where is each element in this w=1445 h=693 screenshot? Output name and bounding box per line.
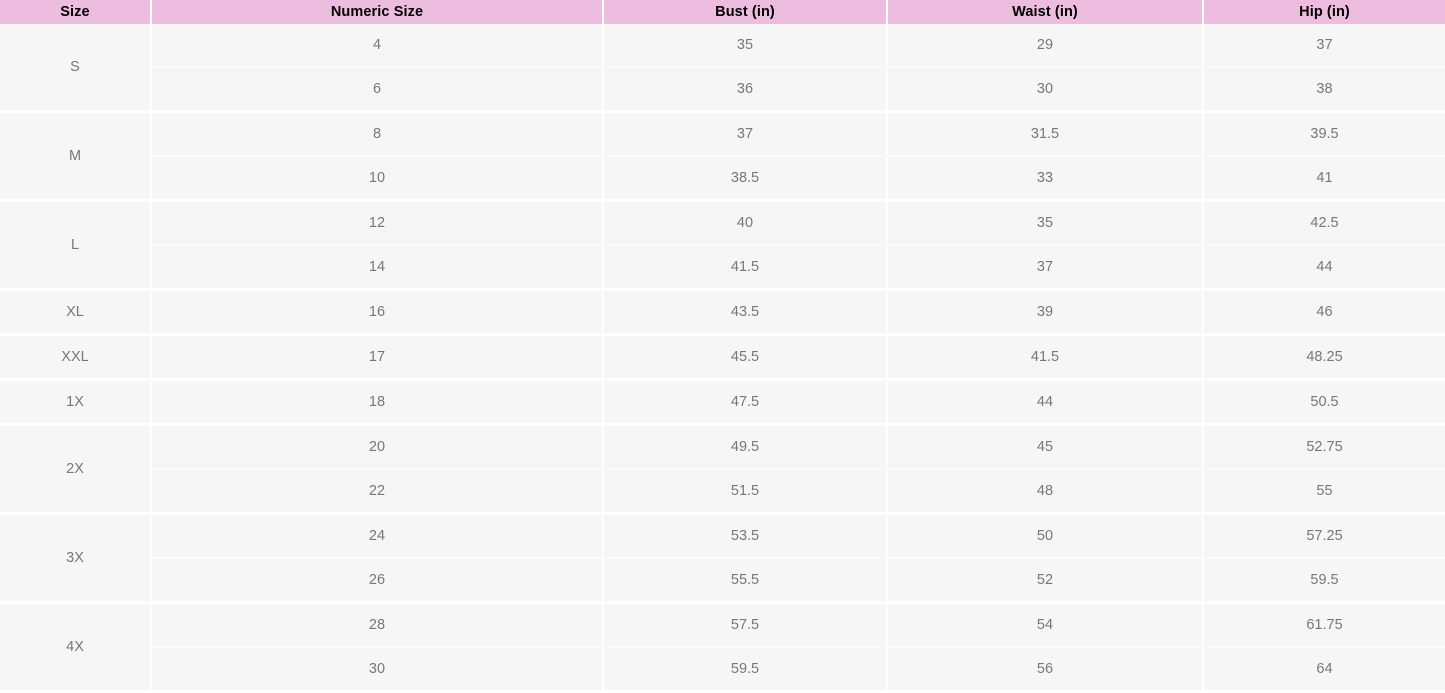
table-row: L 12 40 35 42.5 (0, 200, 1445, 291)
hip-cell: 57.25 (1203, 513, 1445, 559)
waist-cell: 48 (887, 469, 1204, 515)
waist-cell: 54 (887, 602, 1204, 648)
waist-cell: 31.5 (887, 111, 1204, 157)
table-row: S 4 35 29 37 (0, 24, 1445, 113)
table-row: 3X 24 53.5 50 57.25 (0, 513, 1445, 604)
waist-cell: 52 (887, 558, 1204, 604)
waist-cell: 50 (887, 513, 1204, 559)
hip-cell: 52.75 (1203, 424, 1445, 470)
hip-cell: 50.5 (1203, 379, 1445, 426)
numeric-size-cell: 4 (151, 24, 604, 68)
hip-cell: 59.5 (1203, 558, 1445, 604)
size-label-cell: 1X (0, 379, 152, 426)
size-label-cell: XXL (0, 334, 152, 381)
numeric-size-cell: 18 (151, 379, 604, 426)
waist-cell: 35 (887, 200, 1204, 246)
bust-cell: 45.5 (603, 334, 888, 381)
column-header-bust: Bust (in) (603, 0, 888, 24)
numeric-size-cell: 10 (151, 156, 604, 202)
numeric-size-cell: 22 (151, 469, 604, 515)
bust-cell: 57.5 (603, 602, 888, 648)
size-chart-header: Size Numeric Size Bust (in) Waist (in) H… (0, 0, 1445, 24)
table-row: 10 38.5 33 41 (0, 156, 1445, 202)
waist-cell: 44 (887, 379, 1204, 426)
table-row: 22 51.5 48 55 (0, 469, 1445, 515)
bust-cell: 53.5 (603, 513, 888, 559)
table-row: 30 59.5 56 64 (0, 647, 1445, 693)
numeric-size-cell: 8 (151, 111, 604, 157)
bust-cell: 40 (603, 200, 888, 246)
table-row: 1X 18 47.5 44 50.5 (0, 379, 1445, 426)
size-label-cell: L (0, 200, 152, 291)
bust-cell: 51.5 (603, 469, 888, 515)
table-row: XXL 17 45.5 41.5 48.25 (0, 334, 1445, 381)
numeric-size-cell: 28 (151, 602, 604, 648)
hip-cell: 39.5 (1203, 111, 1445, 157)
hip-cell: 55 (1203, 469, 1445, 515)
column-header-waist: Waist (in) (887, 0, 1204, 24)
table-row: 26 55.5 52 59.5 (0, 558, 1445, 604)
hip-cell: 61.75 (1203, 602, 1445, 648)
numeric-size-cell: 16 (151, 289, 604, 336)
bust-cell: 43.5 (603, 289, 888, 336)
hip-cell: 38 (1203, 67, 1445, 113)
table-row: 2X 20 49.5 45 52.75 (0, 424, 1445, 515)
hip-cell: 64 (1203, 647, 1445, 693)
bust-cell: 49.5 (603, 424, 888, 470)
table-row: 6 36 30 38 (0, 67, 1445, 113)
size-chart-body: S 4 35 29 37 6 36 30 38 M 8 37 31.5 39.5 10 38.5 33 41 L 12… (0, 24, 1445, 693)
size-label-cell: M (0, 111, 152, 202)
numeric-size-cell: 26 (151, 558, 604, 604)
waist-cell: 56 (887, 647, 1204, 693)
numeric-size-cell: 20 (151, 424, 604, 470)
column-header-size: Size (0, 0, 152, 24)
column-header-hip: Hip (in) (1203, 0, 1445, 24)
bust-cell: 35 (603, 24, 888, 68)
size-label-cell: 4X (0, 602, 152, 693)
size-label-cell: 2X (0, 424, 152, 515)
waist-cell: 30 (887, 67, 1204, 113)
numeric-size-cell: 24 (151, 513, 604, 559)
waist-cell: 45 (887, 424, 1204, 470)
bust-cell: 37 (603, 111, 888, 157)
waist-cell: 37 (887, 245, 1204, 291)
waist-cell: 39 (887, 289, 1204, 336)
hip-cell: 42.5 (1203, 200, 1445, 246)
table-row: M 8 37 31.5 39.5 (0, 111, 1445, 202)
numeric-size-cell: 17 (151, 334, 604, 381)
numeric-size-cell: 14 (151, 245, 604, 291)
size-label-cell: XL (0, 289, 152, 336)
numeric-size-cell: 30 (151, 647, 604, 693)
table-row: 4X 28 57.5 54 61.75 (0, 602, 1445, 693)
bust-cell: 38.5 (603, 156, 888, 202)
bust-cell: 59.5 (603, 647, 888, 693)
bust-cell: 36 (603, 67, 888, 113)
hip-cell: 46 (1203, 289, 1445, 336)
waist-cell: 29 (887, 24, 1204, 68)
numeric-size-cell: 12 (151, 200, 604, 246)
hip-cell: 37 (1203, 24, 1445, 68)
header-row: Size Numeric Size Bust (in) Waist (in) H… (0, 0, 1445, 24)
bust-cell: 41.5 (603, 245, 888, 291)
table-row: 14 41.5 37 44 (0, 245, 1445, 291)
waist-cell: 41.5 (887, 334, 1204, 381)
hip-cell: 41 (1203, 156, 1445, 202)
table-row: XL 16 43.5 39 46 (0, 289, 1445, 336)
column-header-numeric: Numeric Size (151, 0, 604, 24)
size-label-cell: 3X (0, 513, 152, 604)
numeric-size-cell: 6 (151, 67, 604, 113)
hip-cell: 44 (1203, 245, 1445, 291)
waist-cell: 33 (887, 156, 1204, 202)
hip-cell: 48.25 (1203, 334, 1445, 381)
size-label-cell: S (0, 24, 152, 113)
bust-cell: 55.5 (603, 558, 888, 604)
bust-cell: 47.5 (603, 379, 888, 426)
